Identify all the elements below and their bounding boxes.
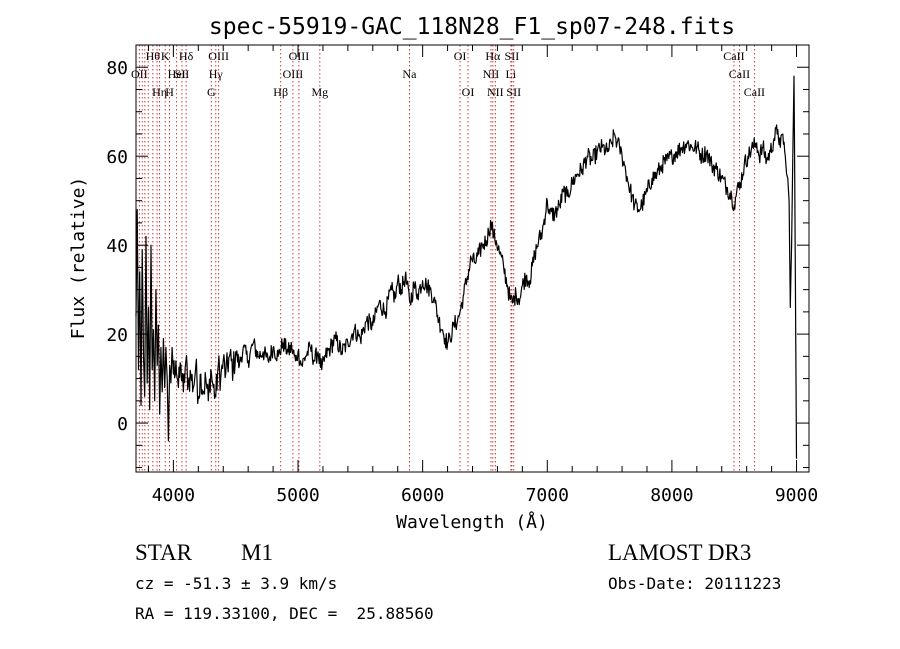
line-label-16: OIII bbox=[283, 67, 304, 81]
line-label-24: NII bbox=[487, 85, 504, 99]
line-label-17: OIII bbox=[289, 49, 310, 63]
survey-name: LAMOST DR3 bbox=[608, 540, 752, 565]
y-axis-label: Flux (relative) bbox=[68, 177, 89, 340]
object-subclass: M1 bbox=[241, 540, 273, 565]
y-tick-label-0: 0 bbox=[117, 414, 128, 435]
plot-frame bbox=[135, 44, 810, 473]
spectrum-chart: spec-55919-GAC_118N28_F1_sp07-248.fits O… bbox=[68, 14, 818, 533]
y-tick-label-1: 20 bbox=[106, 325, 128, 346]
line-label-21: OI bbox=[462, 85, 475, 99]
y-tick-label-4: 80 bbox=[106, 58, 128, 79]
line-label-26: SII bbox=[505, 49, 520, 63]
observation-date: Obs-Date: 20111223 bbox=[608, 574, 782, 593]
line-label-10: SII bbox=[175, 67, 190, 81]
line-label-4: Hθ bbox=[146, 49, 161, 63]
line-label-9: HeI bbox=[168, 67, 186, 81]
line-label-15: Hβ bbox=[273, 85, 288, 99]
line-label-13: Hγ bbox=[209, 67, 224, 81]
line-label-6: Hη bbox=[152, 85, 167, 99]
line-label-11: Hδ bbox=[179, 49, 194, 63]
spectrum-line bbox=[135, 75, 798, 459]
emission-line-markers: OIIHθHηKHHeISIIHδGHγOIIIHβOIIIOIIIMgNaOI… bbox=[131, 45, 765, 472]
y-tick-label-2: 40 bbox=[106, 236, 128, 257]
axis-ticks: 4000 5000 6000 7000 8000 9000 0 20 40 60 80 bbox=[106, 44, 818, 506]
line-label-20: OI bbox=[454, 49, 467, 63]
x-tick-label-0: 4000 bbox=[152, 485, 195, 506]
line-label-14: OIII bbox=[208, 49, 229, 63]
line-label-23: Hα bbox=[485, 49, 501, 63]
line-label-30: CaII bbox=[744, 85, 765, 99]
line-label-22: NII bbox=[483, 67, 500, 81]
line-label-25: Li bbox=[506, 67, 517, 81]
x-tick-label-5: 9000 bbox=[775, 485, 818, 506]
y-tick-label-3: 60 bbox=[106, 147, 128, 168]
object-class: STAR bbox=[135, 540, 192, 565]
line-label-0: OII bbox=[131, 67, 148, 81]
line-label-8: H bbox=[165, 85, 174, 99]
x-tick-label-1: 5000 bbox=[276, 485, 319, 506]
line-label-7: K bbox=[161, 49, 170, 63]
ra-dec-coordinates: RA = 119.33100, DEC = 25.88560 bbox=[135, 604, 434, 623]
line-label-28: CaII bbox=[723, 49, 744, 63]
x-tick-label-4: 8000 bbox=[650, 485, 693, 506]
x-axis-label: Wavelength (Å) bbox=[396, 511, 548, 533]
redshift-cz: cz = -51.3 ± 3.9 km/s bbox=[135, 574, 338, 593]
chart-title: spec-55919-GAC_118N28_F1_sp07-248.fits bbox=[209, 14, 735, 40]
line-label-18: Mg bbox=[311, 85, 328, 99]
line-label-29: CaII bbox=[729, 67, 750, 81]
line-label-19: Na bbox=[402, 67, 417, 81]
line-label-12: G bbox=[207, 85, 216, 99]
x-tick-label-2: 6000 bbox=[401, 485, 444, 506]
line-label-27: SII bbox=[506, 85, 521, 99]
x-tick-label-3: 7000 bbox=[526, 485, 569, 506]
